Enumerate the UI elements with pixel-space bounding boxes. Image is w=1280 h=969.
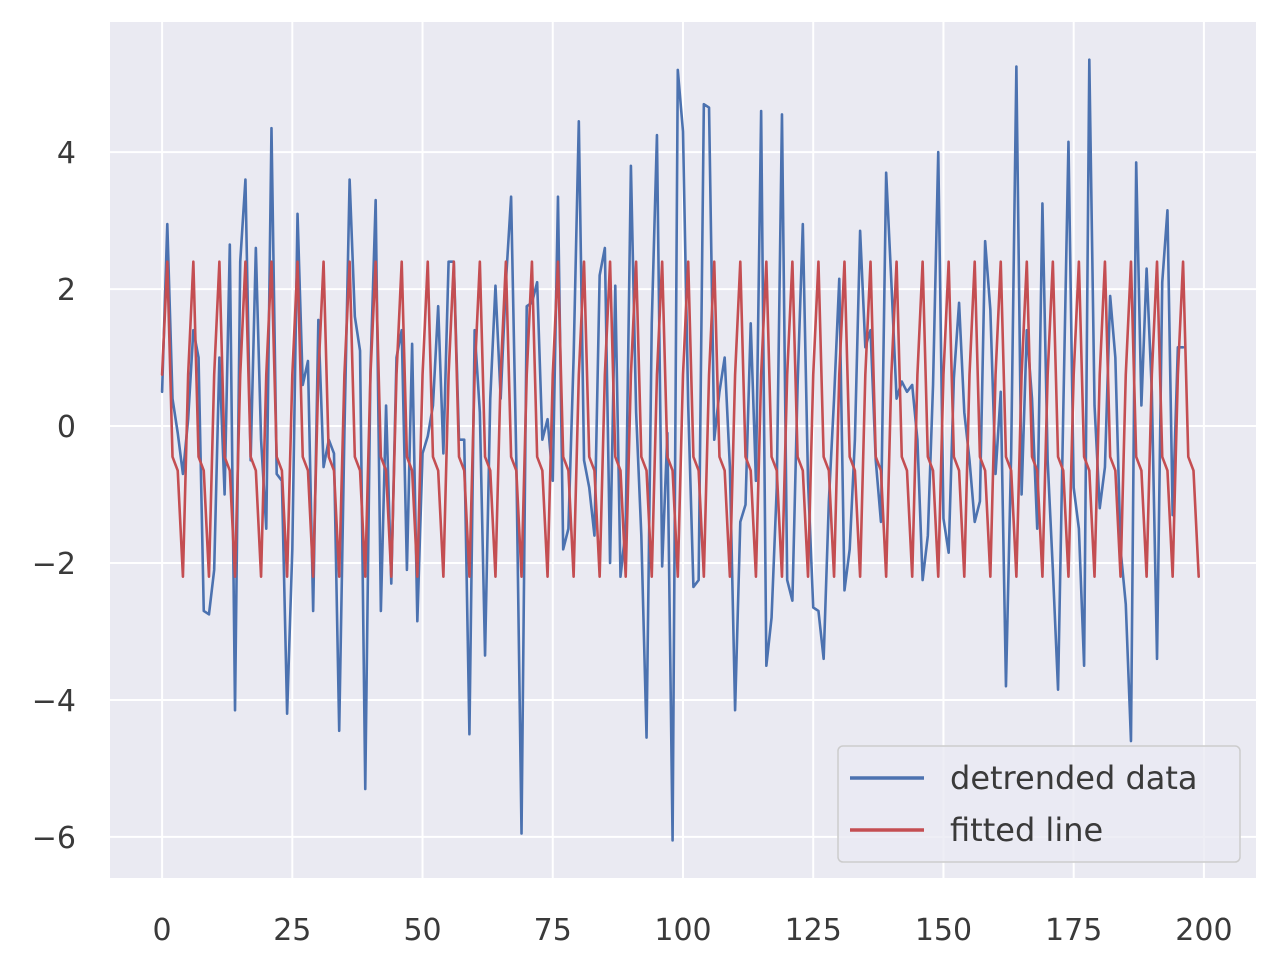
y-tick-label: −6 bbox=[32, 821, 76, 856]
x-tick-label: 125 bbox=[785, 913, 842, 948]
series-layer bbox=[160, 58, 1200, 842]
x-tick-label: 100 bbox=[654, 913, 711, 948]
x-axis-ticks: 0 25 50 75 100 125 150 175 200 bbox=[153, 913, 1233, 948]
legend-label-detrended-data: detrended data bbox=[950, 759, 1198, 797]
legend-box bbox=[837, 745, 1241, 863]
x-tick-label: 150 bbox=[915, 913, 972, 948]
y-tick-label: 4 bbox=[57, 136, 76, 171]
series-line-detrended-data bbox=[160, 58, 1185, 842]
x-tick-label: 175 bbox=[1045, 913, 1102, 948]
y-axis-ticks: −6 −4 −2 0 2 4 bbox=[32, 136, 76, 856]
legend: detrended data fitted line bbox=[837, 745, 1241, 863]
y-tick-label: 0 bbox=[57, 410, 76, 445]
x-tick-label: 75 bbox=[534, 913, 572, 948]
y-tick-label: 2 bbox=[57, 273, 76, 308]
x-tick-label: 0 bbox=[153, 913, 172, 948]
x-tick-label: 50 bbox=[403, 913, 441, 948]
x-tick-label: 25 bbox=[273, 913, 311, 948]
y-tick-label: −2 bbox=[32, 547, 76, 582]
y-tick-label: −4 bbox=[32, 684, 76, 719]
series-line-fitted-line bbox=[160, 260, 1200, 578]
x-tick-label: 200 bbox=[1175, 913, 1232, 948]
legend-label-fitted-line: fitted line bbox=[950, 811, 1103, 849]
